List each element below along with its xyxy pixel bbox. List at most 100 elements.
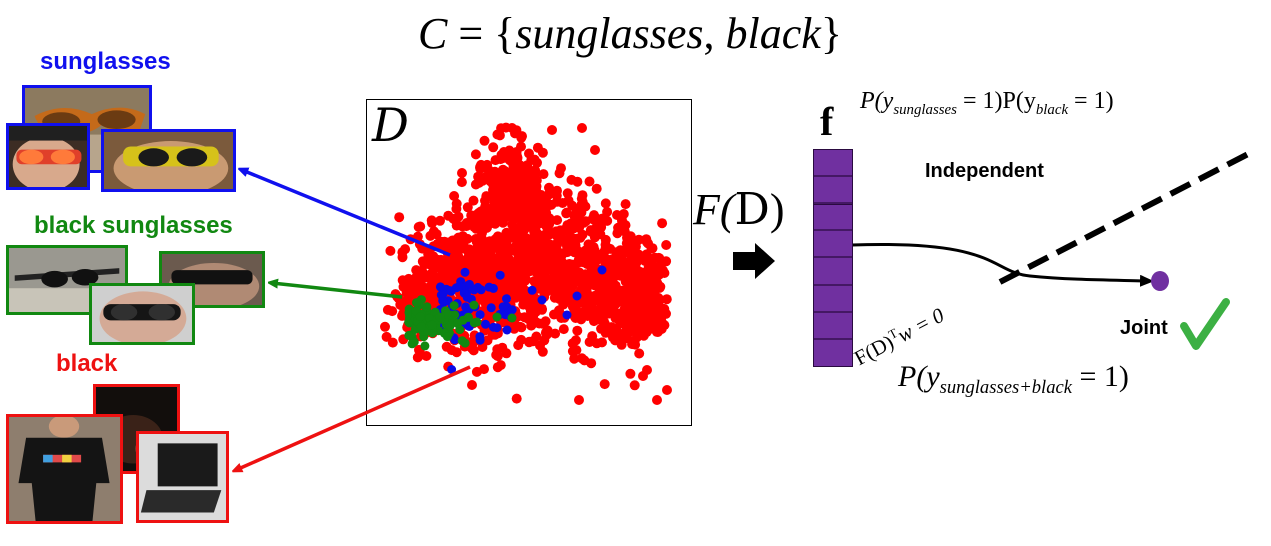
black-sunglasses-image-3 [89, 283, 195, 345]
data-point-red [510, 273, 521, 284]
data-point-red [482, 335, 493, 346]
data-point-red [419, 259, 430, 270]
data-point-red [617, 217, 628, 227]
data-point-red [597, 213, 608, 224]
data-point-green [416, 322, 426, 332]
data-point-red [572, 233, 582, 244]
data-point-red [397, 252, 408, 263]
data-point-red [477, 173, 488, 184]
data-point-red [461, 221, 472, 232]
data-point-red [647, 306, 657, 317]
data-point-blue [446, 286, 456, 296]
title-item-sunglasses: sunglasses [515, 9, 704, 58]
data-point-red [553, 268, 564, 278]
data-point-green [463, 312, 473, 322]
data-point-red [599, 246, 610, 257]
data-point-red [624, 293, 635, 304]
data-point-red [539, 335, 550, 346]
data-point-red [403, 273, 414, 284]
data-point-red [449, 191, 460, 201]
data-point-red [544, 213, 555, 224]
data-point-blue [597, 265, 607, 275]
data-point-red [516, 172, 527, 183]
data-point-blue [436, 290, 446, 300]
data-point-red [481, 191, 492, 202]
data-point-red [443, 247, 454, 258]
transform-close: ) [769, 185, 785, 234]
data-point-red [497, 177, 508, 188]
data-point-red [409, 286, 420, 296]
data-point-red [468, 345, 479, 356]
data-point-red [530, 165, 541, 176]
data-point-red [468, 195, 479, 206]
label-joint: Joint [1120, 317, 1168, 339]
data-point-red [602, 285, 612, 296]
data-point-red [545, 262, 556, 273]
prob-joint-sub: sunglasses+black [939, 377, 1073, 398]
data-point-blue [572, 291, 582, 301]
data-point-red [569, 262, 580, 273]
data-point-red [480, 274, 491, 285]
data-point-red [492, 235, 503, 246]
data-point-red [640, 283, 650, 294]
data-point-red [615, 245, 626, 256]
data-point-green [420, 341, 430, 351]
data-point-blue [562, 310, 572, 320]
data-point-red [571, 345, 582, 356]
data-point-red [426, 269, 437, 280]
data-point-blue [486, 303, 496, 313]
data-point-red [524, 148, 534, 159]
data-point-red [521, 256, 532, 267]
data-point-red [496, 209, 507, 220]
data-point-green [435, 312, 445, 322]
data-point-red [476, 159, 487, 170]
data-point-red [654, 282, 665, 293]
joint-point [1151, 271, 1169, 291]
black-image-3 [136, 431, 229, 523]
data-point-red [600, 198, 611, 209]
data-point-green [455, 325, 465, 335]
dataset-embedding-plot [366, 99, 692, 426]
data-point-red [425, 230, 436, 241]
data-point-red [589, 258, 600, 269]
group-label-sunglasses: sunglasses [40, 48, 171, 75]
data-point-red [631, 316, 642, 327]
data-point-red [446, 345, 457, 356]
data-point-red [466, 210, 477, 221]
data-point-red [517, 208, 528, 219]
data-point-red [537, 346, 548, 357]
check-icon [1180, 298, 1230, 350]
joint-curve-arrow [851, 242, 1148, 281]
data-point-red [620, 199, 631, 210]
data-point-red [529, 242, 540, 253]
data-point-red [571, 215, 582, 226]
data-point-red [584, 176, 595, 187]
data-point-red [591, 338, 602, 349]
data-point-blue [527, 285, 537, 295]
data-point-blue [460, 267, 470, 277]
data-point-red [517, 241, 528, 251]
data-point-red [508, 214, 519, 225]
data-point-red [639, 252, 650, 263]
data-point-red [554, 168, 565, 179]
data-point-red [456, 177, 467, 188]
prob-independent-eq1: = 1)P(y [956, 88, 1036, 114]
data-point-red [413, 222, 424, 232]
data-point-red [421, 351, 432, 361]
data-point-red [576, 307, 587, 318]
data-point-red [557, 198, 568, 208]
data-point-green [427, 320, 437, 330]
data-point-red [480, 252, 491, 263]
data-point-red [627, 257, 638, 268]
data-point-red [630, 273, 641, 284]
data-point-red [599, 318, 610, 329]
data-point-red [537, 191, 548, 202]
data-point-red [451, 203, 462, 214]
data-point-blue [447, 365, 457, 374]
title-sep: , [703, 9, 726, 58]
data-point-red [501, 348, 512, 359]
data-point-red [622, 333, 633, 344]
data-point-red [632, 302, 642, 313]
data-point-red [556, 225, 567, 236]
black-image-2 [6, 414, 123, 524]
